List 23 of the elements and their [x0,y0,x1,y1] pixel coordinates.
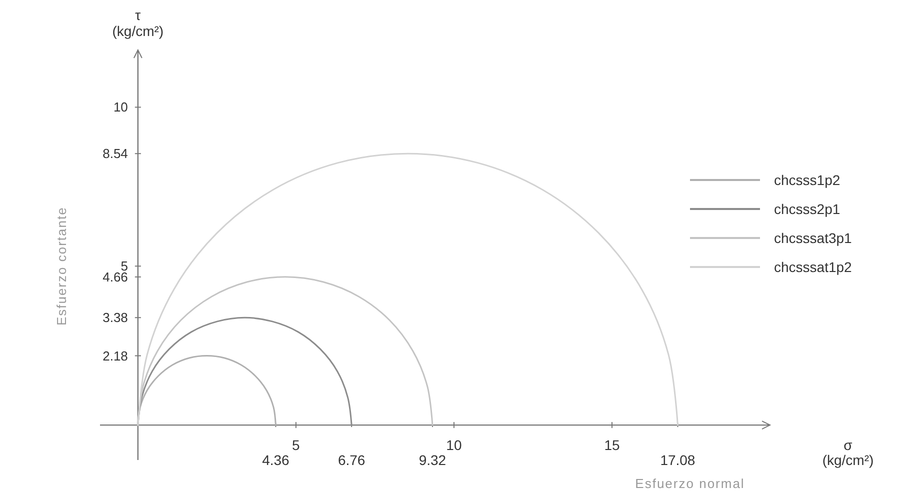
y-tick-label: 8.54 [102,146,128,162]
x-tick-label: 5 [292,437,300,454]
annotation: 9.32 [418,452,446,468]
annotation: 6.76 [338,452,366,468]
x-tick-label: 15 [604,437,620,454]
line-series [137,355,276,426]
annotation: 4.36 [262,452,290,468]
line-series [137,152,678,426]
y-tick-label: 3.38 [102,310,128,326]
y-tick-label: 10 [113,100,128,115]
legend-label: chcsssat3p1 [774,230,852,246]
x-axis-title: Esfuerzo normal [635,476,745,491]
annotation: 17.08 [660,452,696,468]
y-axis-title: Esfuerzo cortante [54,206,69,326]
y-tick-label: 2.18 [102,348,128,364]
x-tick-label: 10 [446,437,462,454]
legend-label: chcsss1p2 [774,172,840,188]
text: τ (kg/cm²) [112,7,164,39]
text: σ (kg/cm²) [822,437,874,468]
legend-label: chcsss2p1 [774,201,840,217]
line-series [137,276,434,426]
line-series [137,316,352,426]
legend-label: chcsssat1p2 [774,259,852,275]
